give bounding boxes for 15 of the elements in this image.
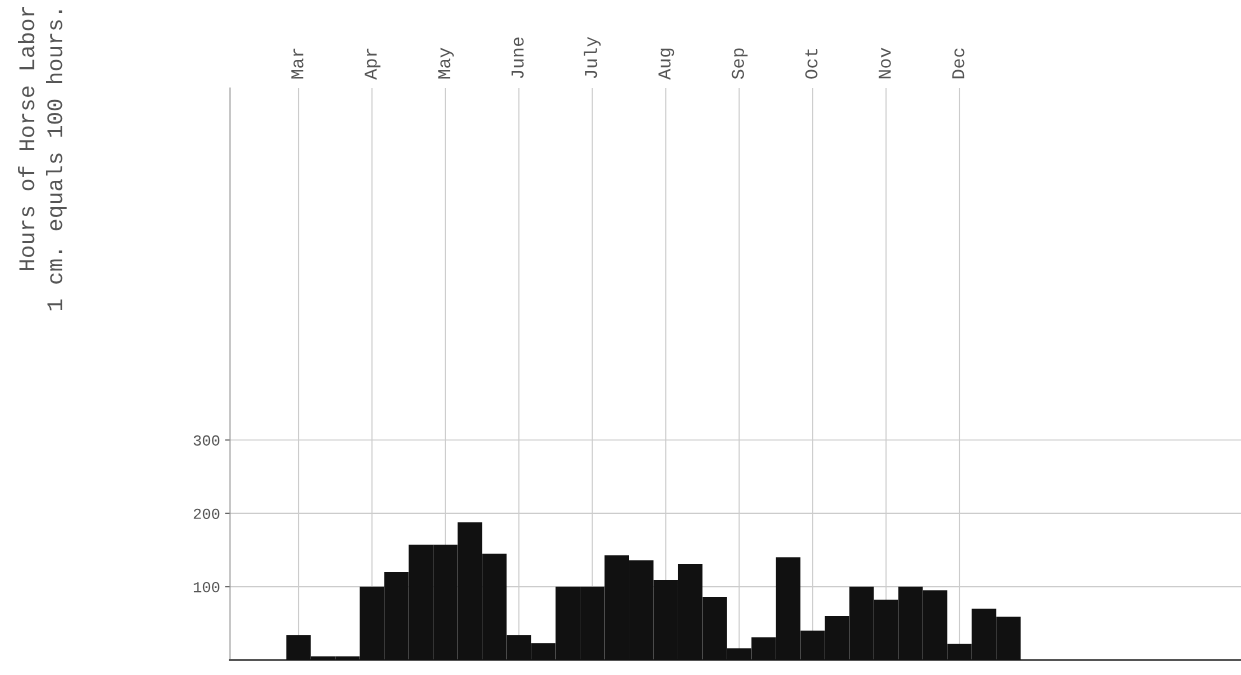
x-tick-label: June	[511, 37, 524, 79]
x-tick-label: May	[438, 47, 454, 79]
x-tick-label: Mar	[291, 48, 304, 79]
x-tick-label: Apr	[364, 48, 381, 80]
text: 1 cm. equals 100 hours.	[46, 10, 67, 311]
x-tick-label: Nov	[878, 47, 891, 79]
x-tick-label: Dec	[952, 48, 965, 79]
y-tick-label: 300	[193, 435, 220, 446]
y-tick-label: 100	[193, 581, 220, 593]
y-tick-label: 200	[193, 508, 220, 520]
text: Hours of Horse Labor	[18, 7, 35, 270]
x-tick-label: Aug	[658, 48, 675, 80]
x-tick-label: July	[583, 36, 601, 79]
x-tick-label: Oct	[805, 49, 818, 79]
x-tick-label: Sep	[731, 48, 748, 79]
